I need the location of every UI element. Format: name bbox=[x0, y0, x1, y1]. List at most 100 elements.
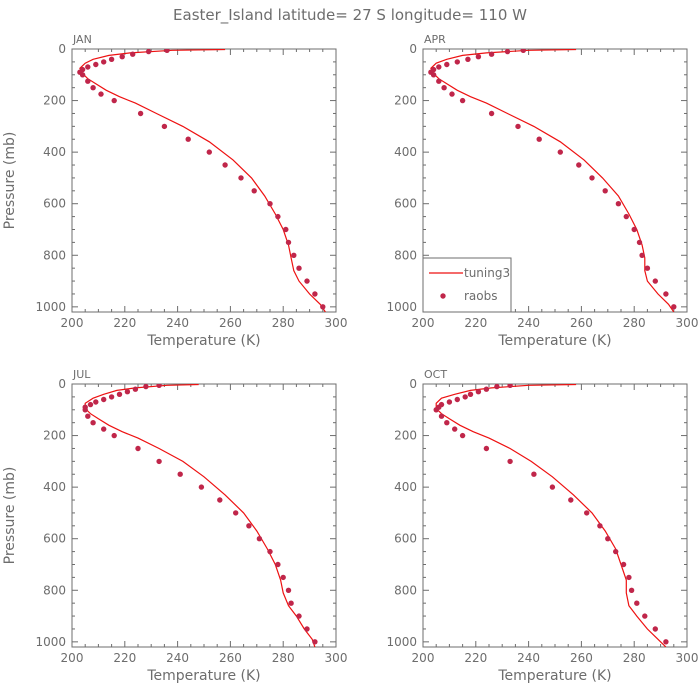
obs-point bbox=[475, 54, 482, 60]
legend-dot-swatch bbox=[440, 293, 446, 299]
obs-point bbox=[613, 548, 619, 555]
obs-point bbox=[452, 426, 458, 432]
obs-point bbox=[454, 396, 460, 403]
obs-point bbox=[111, 432, 117, 439]
x-tick-label: 240 bbox=[517, 651, 540, 665]
y-tick-label: 0 bbox=[58, 42, 66, 56]
y-tick-label: 1000 bbox=[35, 635, 66, 649]
obs-point bbox=[549, 484, 556, 490]
obs-point bbox=[296, 265, 302, 271]
x-tick-label: 240 bbox=[166, 316, 189, 330]
y-tick-label: 1000 bbox=[386, 300, 417, 314]
plot-frame bbox=[71, 383, 337, 648]
x-tick-label: 300 bbox=[325, 316, 348, 330]
x-tick-label: 200 bbox=[412, 651, 435, 665]
y-tick-label: 1000 bbox=[386, 635, 417, 649]
x-tick-label: 280 bbox=[272, 316, 295, 330]
obs-point bbox=[98, 91, 104, 97]
obs-point bbox=[636, 239, 643, 246]
obs-point bbox=[312, 291, 318, 297]
obs-point bbox=[275, 213, 281, 220]
obs-point bbox=[101, 426, 107, 432]
obs-point bbox=[628, 587, 635, 593]
obs-point bbox=[620, 561, 627, 568]
obs-point bbox=[283, 226, 289, 233]
obs-point bbox=[634, 600, 640, 606]
obs-point bbox=[459, 432, 466, 439]
obs-point bbox=[652, 278, 658, 284]
panel-label: JAN bbox=[72, 33, 92, 46]
y-tick-label: 400 bbox=[394, 480, 417, 494]
obs-point bbox=[436, 64, 442, 70]
obs-point bbox=[267, 201, 273, 207]
obs-point bbox=[108, 56, 115, 62]
series-line-tuning3 bbox=[79, 49, 326, 312]
x-tick-label: 220 bbox=[464, 316, 487, 330]
obs-point bbox=[671, 304, 677, 310]
obs-point bbox=[312, 639, 318, 645]
obs-point bbox=[488, 51, 495, 57]
obs-point bbox=[285, 587, 292, 593]
obs-point bbox=[504, 49, 511, 55]
obs-point bbox=[108, 394, 115, 400]
obs-point bbox=[90, 420, 96, 426]
x-tick-label: 260 bbox=[570, 651, 593, 665]
obs-point bbox=[444, 61, 450, 68]
obs-point bbox=[119, 54, 125, 60]
panels-group: 200 220 240 260 280 300 0 200 400 600 800 1000 Tempe… bbox=[2, 33, 698, 684]
x-tick-label: 220 bbox=[113, 651, 136, 665]
x-tick-label: 260 bbox=[219, 651, 242, 665]
obs-point bbox=[589, 175, 595, 181]
y-tick-label: 200 bbox=[43, 429, 66, 443]
obs-point bbox=[449, 91, 455, 97]
obs-point bbox=[320, 304, 326, 310]
panel-label: JUL bbox=[72, 368, 91, 381]
obs-point bbox=[488, 110, 495, 117]
obs-point bbox=[87, 401, 94, 408]
obs-point bbox=[275, 561, 281, 568]
obs-point bbox=[446, 399, 453, 405]
y-tick-label: 600 bbox=[394, 532, 417, 546]
obs-point bbox=[93, 61, 99, 68]
obs-point bbox=[90, 85, 96, 91]
obs-point bbox=[198, 484, 205, 490]
obs-point bbox=[436, 78, 442, 84]
obs-point bbox=[531, 471, 537, 477]
obs-point bbox=[515, 123, 521, 130]
obs-point bbox=[459, 97, 466, 104]
obs-point bbox=[296, 613, 302, 619]
obs-point bbox=[304, 278, 310, 284]
obs-point bbox=[217, 497, 223, 503]
legend-obs-label: raobs bbox=[464, 289, 498, 303]
y-tick-label: 200 bbox=[394, 429, 417, 443]
obs-point bbox=[644, 265, 651, 271]
y-tick-label: 600 bbox=[43, 532, 66, 546]
panel-jan: 200 220 240 260 280 300 0 200 400 600 800 1000 Tempe… bbox=[2, 33, 347, 349]
obs-point bbox=[116, 391, 123, 397]
obs-point bbox=[438, 413, 445, 419]
obs-point bbox=[623, 213, 629, 220]
obs-point bbox=[137, 110, 144, 117]
obs-point bbox=[85, 64, 91, 70]
obs-point bbox=[663, 291, 669, 297]
y-tick-label: 800 bbox=[394, 583, 417, 597]
x-tick-label: 280 bbox=[623, 316, 646, 330]
obs-point bbox=[663, 639, 669, 645]
obs-point bbox=[164, 49, 170, 53]
x-tick-label: 220 bbox=[464, 651, 487, 665]
obs-point bbox=[615, 201, 622, 207]
obs-point bbox=[507, 384, 513, 388]
obs-point bbox=[111, 97, 117, 104]
obs-point bbox=[161, 123, 168, 130]
plot-area bbox=[433, 384, 669, 647]
y-tick-label: 200 bbox=[394, 94, 417, 108]
legend: tuning3 raobs bbox=[422, 257, 512, 313]
x-axis-title: Temperature (K) bbox=[146, 668, 260, 684]
obs-point bbox=[156, 458, 162, 465]
obs-point bbox=[536, 136, 542, 142]
y-tick-label: 200 bbox=[43, 94, 66, 108]
x-tick-label: 280 bbox=[272, 651, 295, 665]
obs-point bbox=[267, 548, 273, 555]
obs-point bbox=[597, 523, 603, 529]
